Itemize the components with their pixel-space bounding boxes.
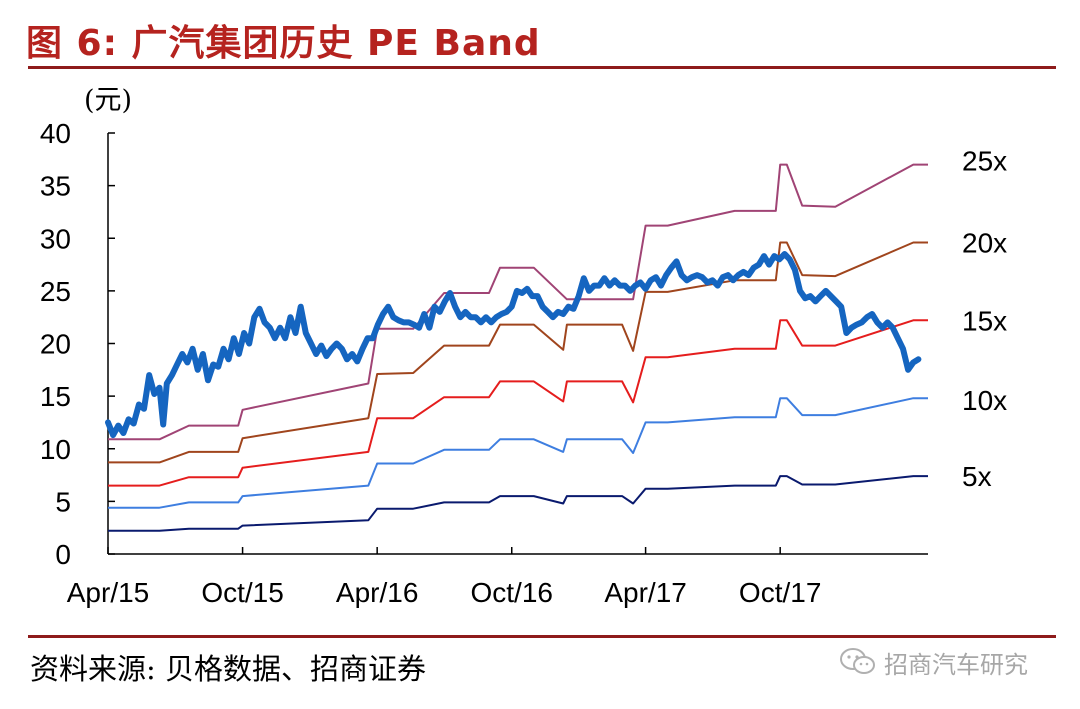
pe-band-lines bbox=[108, 163, 928, 532]
figure-title: 图 6: 广汽集团历史 PE Band bbox=[26, 23, 541, 64]
label-25x: 25x bbox=[962, 146, 1007, 177]
label-20x: 20x bbox=[962, 227, 1007, 258]
y-tick-label: 25 bbox=[40, 276, 71, 307]
x-tick-label: Oct/17 bbox=[739, 577, 821, 608]
y-tick-label: 0 bbox=[55, 539, 71, 570]
y-tick-label: 30 bbox=[40, 223, 71, 254]
price-line-group bbox=[105, 251, 922, 439]
y-tick-label: 5 bbox=[55, 486, 71, 517]
x-tick-label: Apr/16 bbox=[336, 577, 419, 608]
axes: 0 5 10 15 20 25 30 35 40 (元) Apr/15 Oct/15 Apr/16 Oct… bbox=[40, 85, 928, 608]
label-10x: 10x bbox=[962, 385, 1007, 416]
y-tick-label: 10 bbox=[40, 434, 71, 465]
x-tick-label: Apr/17 bbox=[604, 577, 687, 608]
watermark-text: 招商汽车研究 bbox=[884, 650, 1028, 679]
y-tick-label: 35 bbox=[40, 171, 71, 202]
title-rule bbox=[28, 66, 1056, 69]
wechat-icon bbox=[840, 648, 875, 674]
watermark: 招商汽车研究 bbox=[838, 645, 1028, 679]
label-5x: 5x bbox=[962, 461, 992, 492]
pe-line-25x bbox=[108, 163, 928, 441]
pe-line-5x bbox=[108, 475, 928, 532]
x-tick-label: Apr/15 bbox=[67, 577, 150, 608]
series-labels: 25x 20x 15x 10x 5x bbox=[962, 146, 1007, 493]
price-line bbox=[105, 251, 922, 439]
y-tick-label: 20 bbox=[40, 329, 71, 360]
pe-band-chart: 0 5 10 15 20 25 30 35 40 (元) Apr/15 Oct/15 Apr/16 Oct… bbox=[40, 85, 1007, 608]
pe-line-10x bbox=[108, 397, 928, 509]
label-15x: 15x bbox=[962, 305, 1007, 336]
x-tick-label: Oct/15 bbox=[201, 577, 283, 608]
pe-line-20x bbox=[108, 241, 928, 464]
source-note: 资料来源: 贝格数据、招商证券 bbox=[30, 652, 426, 686]
y-tick-label: 15 bbox=[40, 381, 71, 412]
x-tick-label: Oct/16 bbox=[471, 577, 553, 608]
y-unit-label: (元) bbox=[84, 85, 132, 116]
y-tick-label: 40 bbox=[40, 118, 71, 149]
source-rule bbox=[28, 635, 1056, 638]
pe-line-15x bbox=[108, 319, 928, 487]
